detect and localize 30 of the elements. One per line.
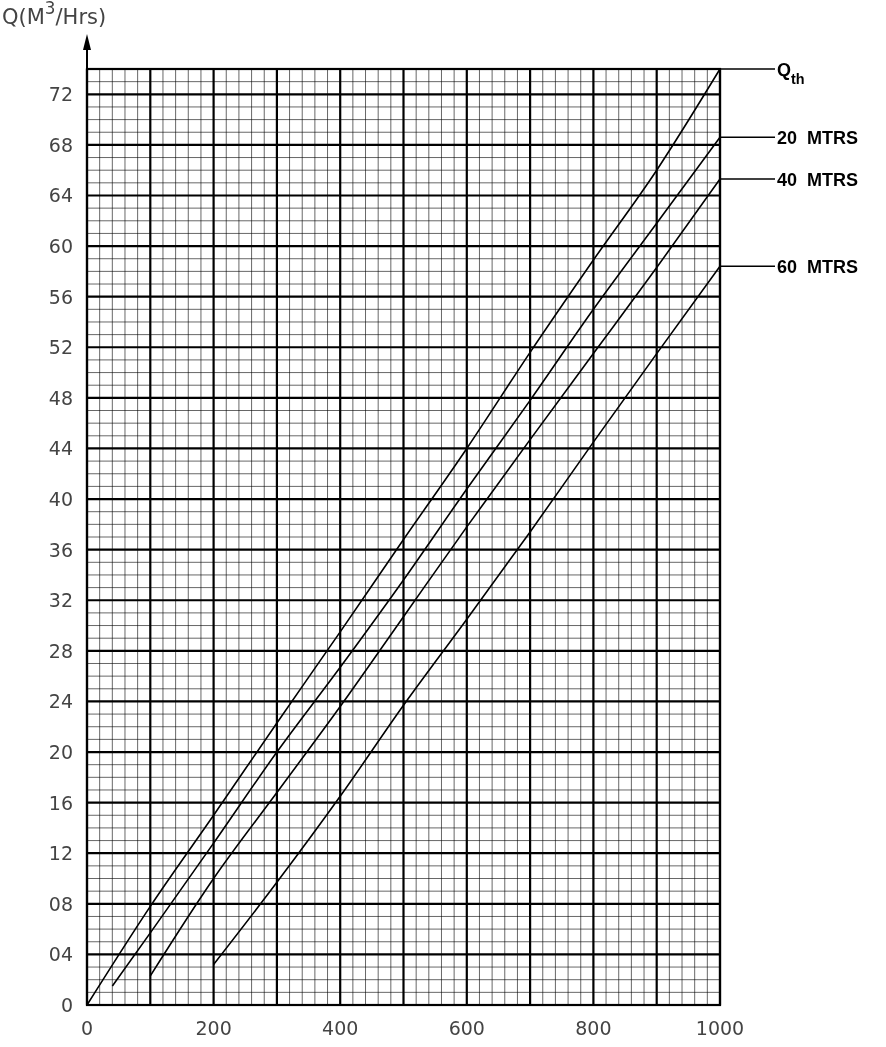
legend-label: 60 MTRS [777,257,859,278]
y-tick-label: 64 [48,184,73,207]
y-tick-label: 32 [48,589,73,612]
y-tick-label: 04 [48,943,73,966]
y-tick-label: 0 [60,994,73,1016]
x-tick-label: 0 [80,1017,94,1039]
x-tick-label: 400 [322,1017,359,1039]
x-tick-label: 800 [575,1017,612,1039]
y-tick-label: 56 [48,285,73,308]
x-tick-label: 200 [195,1017,232,1039]
y-tick-label: 12 [48,842,73,865]
x-tick-label: 600 [448,1017,485,1039]
y-tick-label: 36 [48,538,73,561]
y-tick-label: 08 [48,892,73,915]
y-tick-label: 20 [48,741,73,764]
y-tick-label: 16 [48,791,73,814]
y-tick-label: 68 [48,133,73,156]
y-tick-label: 48 [48,386,73,409]
y-axis-title: Q(M$^{3}$/Hrs) [2,0,107,29]
x-tick-label: 1000 [695,1017,745,1039]
legend-label: 40 MTRS [777,170,859,191]
y-tick-label: 28 [48,639,73,662]
y-tick-label: 72 [48,83,73,106]
legend-label: 20 MTRS [777,128,859,149]
legend-label: Q$_{th}$ [777,60,805,87]
y-tick-label: 40 [48,488,73,511]
y-tick-label: 44 [48,437,73,460]
y-tick-label: 60 [48,235,73,258]
y-tick-label: 24 [48,690,73,713]
y-tick-label: 52 [48,336,73,359]
